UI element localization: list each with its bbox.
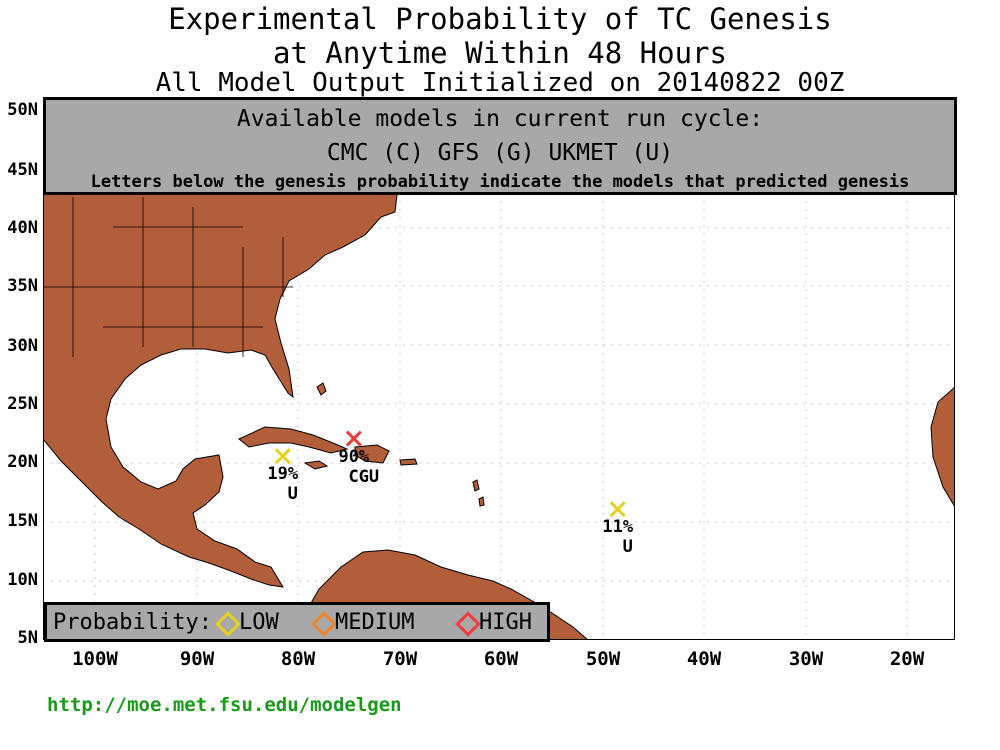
lon-label: 60W	[483, 648, 519, 670]
lon-label: 30W	[788, 648, 824, 670]
lon-label: 70W	[382, 648, 418, 670]
hispaniola	[354, 444, 390, 464]
lat-label: 25N	[7, 394, 38, 414]
genesis-probability-label: 11%	[602, 517, 634, 538]
lon-label: 90W	[179, 648, 215, 670]
lon-label: 20W	[889, 648, 925, 670]
genesis-marker-high	[345, 430, 362, 447]
lon-label: 100W	[72, 648, 118, 670]
bahamas	[316, 382, 327, 396]
legend-medium-label: MEDIUM	[335, 610, 415, 635]
lat-label: 50N	[7, 100, 38, 120]
genesis-marker-low	[609, 501, 626, 518]
legend-low-label: LOW	[239, 610, 279, 635]
genesis-marker-low	[274, 448, 291, 465]
genesis-probability-label: 19%	[267, 464, 299, 485]
lesser-antilles	[472, 479, 485, 507]
lon-label: 40W	[686, 648, 722, 670]
lat-label: 15N	[7, 511, 38, 531]
legend-high-diamond-icon	[455, 611, 481, 637]
lat-label: 45N	[7, 160, 38, 180]
models-box-title: Available models in current run cycle:	[236, 106, 764, 132]
lat-label: 30N	[7, 336, 38, 356]
map-title-line-2: at Anytime Within 48 Hours	[273, 36, 727, 70]
probability-legend: Probability: LOW MEDIUM HIGH	[44, 602, 550, 642]
lat-label: 20N	[7, 452, 38, 472]
lon-label: 50W	[585, 648, 621, 670]
lon-label: 80W	[280, 648, 316, 670]
map-title-line-3: All Model Output Initialized on 20140822…	[155, 68, 845, 98]
africa	[930, 386, 955, 508]
genesis-probability-label: 90%	[338, 446, 370, 467]
genesis-model-letters: U	[287, 484, 298, 505]
source-url-link[interactable]: http://moe.met.fsu.edu/modelgen	[47, 694, 402, 716]
models-list: CMC (C) GFS (G) UKMET (U)	[326, 140, 674, 166]
puerto-rico	[399, 458, 418, 466]
legend-medium-diamond-icon	[311, 611, 337, 637]
jamaica	[303, 460, 329, 470]
legend-low-diamond-icon	[215, 611, 241, 637]
legend-high-label: HIGH	[479, 610, 532, 635]
models-note: Letters below the genesis probability in…	[90, 172, 910, 192]
genesis-points	[274, 430, 626, 518]
genesis-model-letters: U	[622, 537, 633, 558]
legend-label: Probability:	[53, 610, 212, 635]
lat-label: 40N	[7, 218, 38, 238]
lat-label: 35N	[7, 276, 38, 296]
lat-label: 5N	[17, 628, 38, 648]
available-models-box: Available models in current run cycle: C…	[43, 97, 957, 195]
cuba	[238, 426, 349, 454]
map-title-line-1: Experimental Probability of TC Genesis	[168, 2, 832, 36]
lat-label: 10N	[7, 570, 38, 590]
state-borders	[43, 197, 293, 357]
genesis-model-letters: CGU	[348, 466, 380, 487]
